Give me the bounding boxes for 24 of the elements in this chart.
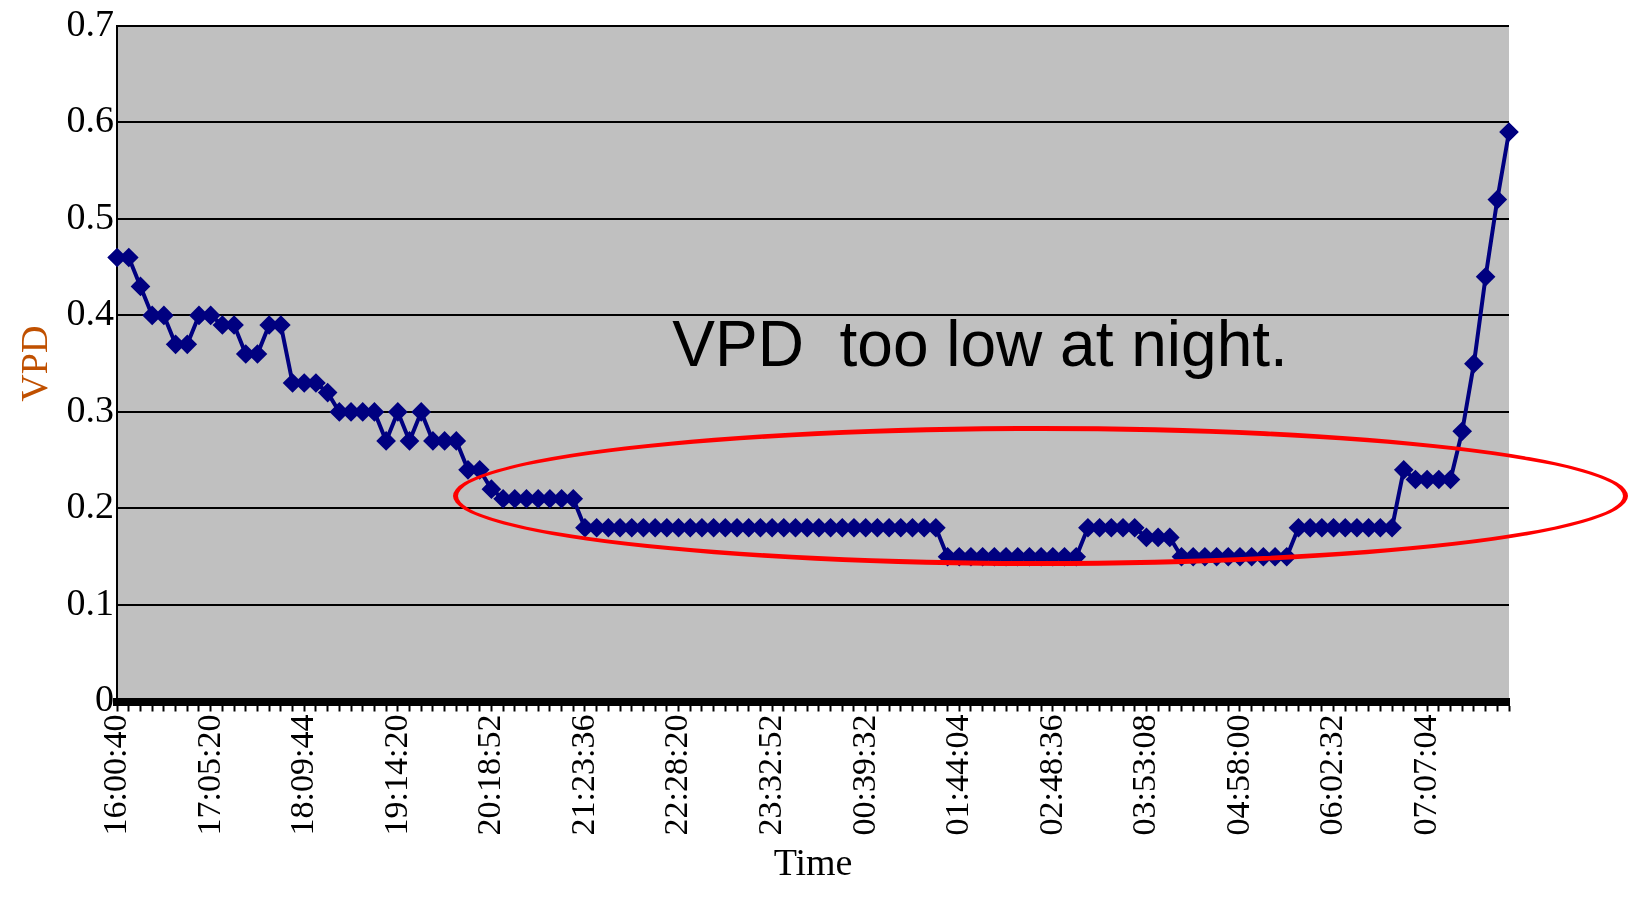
y-tick-label: 0.7 xyxy=(66,1,115,44)
y-axis-title: VPD xyxy=(12,325,55,402)
x-tick-label: 06:02:32 xyxy=(1312,714,1350,836)
x-tick-label: 19:14:20 xyxy=(376,714,414,836)
x-tick-label: 18:09:44 xyxy=(283,714,321,836)
x-tick-label: 21:23:36 xyxy=(563,714,601,836)
x-tick-label: 00:39:32 xyxy=(844,714,882,836)
x-tick-label: 23:32:52 xyxy=(751,714,789,836)
x-tick-label: 20:18:52 xyxy=(470,714,508,836)
x-tick-label: 22:28:20 xyxy=(657,714,695,836)
x-tick-label: 02:48:36 xyxy=(1031,714,1069,836)
x-tick-label: 01:44:04 xyxy=(938,714,976,836)
y-tick-label: 0.3 xyxy=(66,387,115,430)
x-axis-title: Time xyxy=(773,841,853,884)
y-tick-label: 0.5 xyxy=(66,194,115,237)
x-tick-label: 03:53:08 xyxy=(1125,714,1163,836)
x-tick-label: 17:05:20 xyxy=(189,714,227,836)
y-tick-label: 0.2 xyxy=(66,484,115,527)
x-tick-label: 04:58:00 xyxy=(1218,714,1256,836)
annotation: VPD too low at night. xyxy=(672,307,1288,380)
x-tick-label: 07:07:04 xyxy=(1406,714,1444,836)
y-tick-label: 0.6 xyxy=(66,98,115,141)
y-tick-label: 0.1 xyxy=(66,580,115,623)
y-tick-label: 0.4 xyxy=(66,291,115,334)
